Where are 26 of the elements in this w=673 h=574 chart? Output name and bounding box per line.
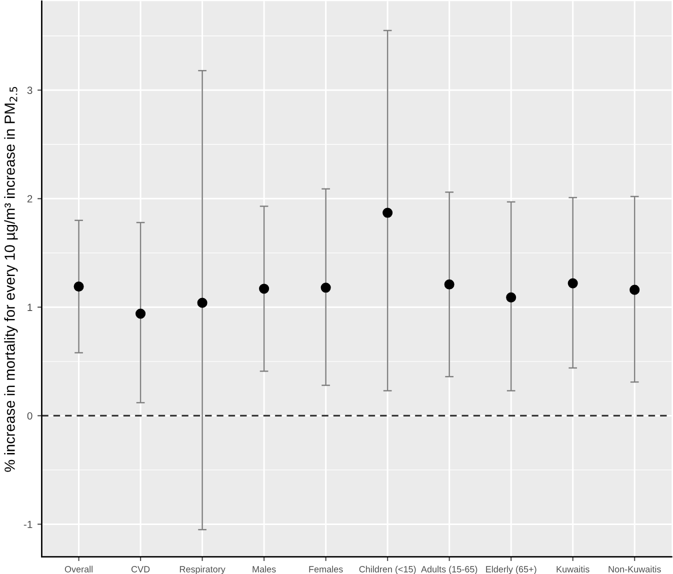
point [197,298,208,308]
y-axis-title: % increase in mortality for every 10 µg/m³ increase in PM$_{2.5}$ [4,86,18,472]
x-tick-label: Males [252,566,276,572]
x-tick-label: Overall [64,566,92,572]
x-tick-label: Females [309,566,343,572]
point [444,279,454,290]
x-tick-label: CVD [131,566,150,572]
point [74,282,84,292]
y-tick-label: -1 [24,520,32,528]
y-tick-label: 1 [28,304,32,311]
point [259,284,270,294]
x-tick-label: Children (<15) [359,566,416,574]
point [568,278,578,288]
point [506,292,516,302]
point [382,208,393,218]
x-tick-label: Kuwaitis [556,566,590,572]
y-tick-label: 0 [27,412,32,420]
y-tick-label: 3 [27,86,32,94]
x-tick-label: Adults (15-65) [420,566,478,574]
point [136,308,146,319]
x-tick-label: Non-Kuwaitis [608,566,661,572]
y-tick-label: 2 [27,195,32,202]
point [630,284,640,295]
point [320,282,331,293]
x-tick-label: Respiratory [180,566,226,574]
x-tick-label: Elderly (65+) [486,566,536,574]
